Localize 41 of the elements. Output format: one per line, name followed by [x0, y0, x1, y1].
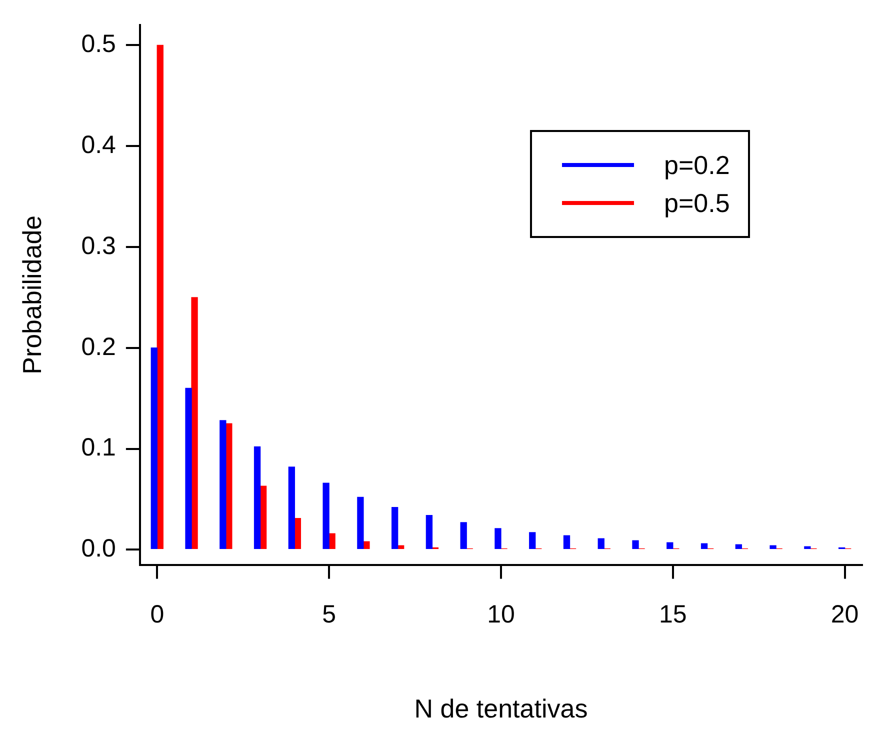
x-axis-title: N de tentativas: [414, 694, 588, 724]
bar: [260, 486, 267, 549]
bar: [632, 540, 639, 549]
legend-label: p=0.2: [664, 150, 730, 180]
bar: [494, 528, 502, 549]
y-tick-label: 0.4: [81, 130, 116, 159]
bar: [226, 423, 232, 549]
y-tick-label: 0.3: [81, 232, 116, 260]
legend-label: p=0.5: [664, 188, 730, 218]
bar: [156, 44, 164, 549]
bar: [357, 496, 364, 549]
bar: [426, 515, 433, 549]
x-tick-label: 10: [487, 600, 515, 629]
y-tick-label: 0.2: [81, 332, 116, 361]
bar: [220, 420, 226, 549]
y-tick-label: 0.1: [81, 434, 116, 462]
bar: [529, 532, 536, 549]
bar: [598, 538, 604, 549]
bar: [322, 482, 330, 549]
x-tick-label: 5: [322, 600, 336, 629]
bar: [185, 388, 192, 549]
bar: [563, 535, 570, 549]
bar: [460, 522, 467, 549]
bar: [328, 533, 336, 549]
x-tick-label: 20: [830, 600, 859, 629]
y-tick-label: 0.0: [81, 534, 116, 563]
bar: [150, 348, 158, 549]
bar: [391, 506, 398, 549]
bar: [770, 545, 776, 549]
bar: [191, 297, 198, 549]
x-tick-label: 15: [658, 600, 687, 629]
bar: [294, 518, 302, 549]
bar: [254, 446, 261, 549]
bar: [288, 466, 296, 549]
bar: [804, 546, 811, 549]
bar: [735, 544, 742, 549]
y-axis-title: Probabilidade: [16, 215, 47, 374]
y-tick-label: 0.5: [81, 30, 116, 58]
bar: [666, 542, 674, 549]
x-tick-label: 0: [150, 600, 164, 629]
bar: [700, 543, 708, 549]
